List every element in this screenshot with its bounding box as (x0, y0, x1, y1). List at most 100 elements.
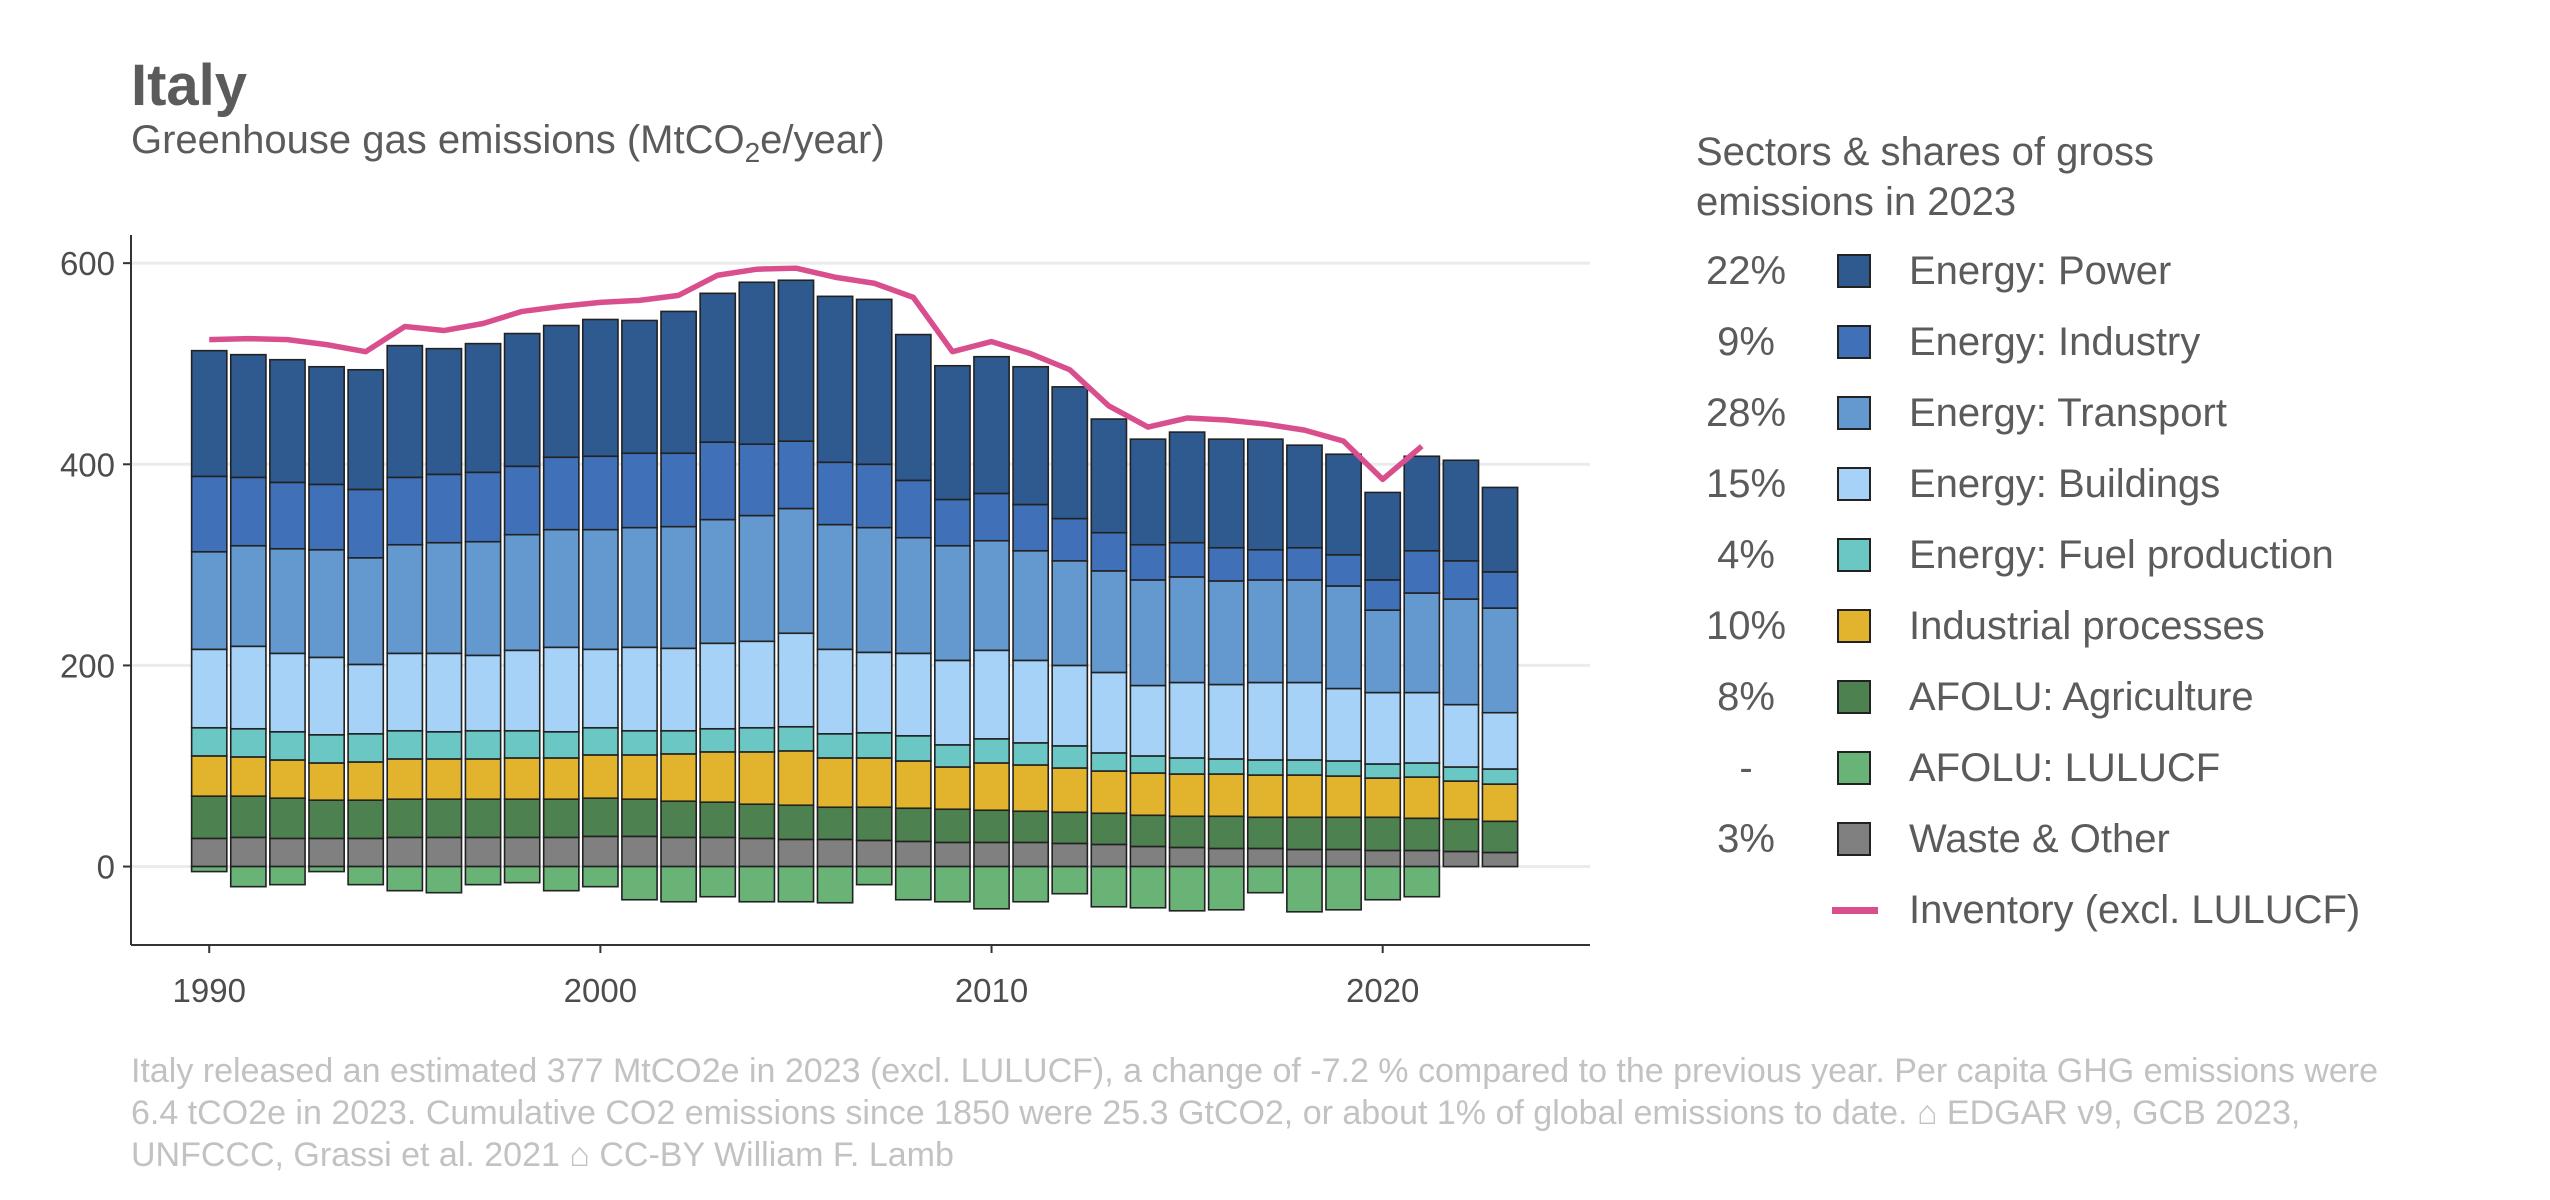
bar-segment (738, 640, 776, 729)
bar-segment (464, 836, 502, 868)
bar-segment (581, 455, 619, 531)
bar-segment (1364, 849, 1402, 868)
bar-segment (973, 809, 1010, 844)
bar-segment (699, 727, 737, 753)
bar-segment (464, 798, 502, 839)
bar-segment (386, 758, 424, 800)
legend-swatch (1837, 396, 1871, 430)
bar-segment (269, 730, 306, 761)
legend-swatch (1837, 680, 1871, 714)
bar-segment (425, 758, 463, 800)
bar-segment (934, 808, 971, 844)
bar-segment (1090, 531, 1128, 572)
bar-segment (308, 762, 345, 801)
bar-segment (1012, 365, 1050, 506)
legend-item: - AFOLU: LULUCF (1696, 743, 2496, 793)
bar-segment (934, 659, 971, 746)
bar-segment (1286, 444, 1323, 549)
bar-segment (1090, 770, 1128, 815)
bar-segment (816, 838, 854, 868)
bar-segment (1286, 546, 1323, 581)
bar-segment (1246, 774, 1284, 819)
bar-segment (973, 649, 1010, 740)
bar-segment (738, 726, 776, 753)
bar-segment (1286, 759, 1323, 776)
bar-segment (660, 452, 698, 528)
bar-segment (347, 837, 385, 868)
bar-segment (1207, 773, 1245, 818)
bar-segment (973, 539, 1010, 652)
legend-label: Energy: Power (1909, 249, 2172, 293)
bar-segment (1364, 865, 1402, 901)
bar-segment (738, 443, 776, 517)
bar-segment (1168, 576, 1206, 684)
legend-share: 10% (1705, 604, 1787, 648)
x-tick-label: 2020 (1346, 972, 1419, 1009)
bar-segment (894, 840, 932, 868)
bar-segment (1442, 459, 1480, 562)
bar-segment (1325, 687, 1362, 762)
bar-segment (1481, 768, 1519, 785)
bar-segment (1129, 438, 1167, 546)
chart-title: Italy (131, 53, 248, 118)
bar-segment (425, 798, 463, 839)
bar-segment (660, 836, 698, 868)
bar-segment (542, 865, 580, 892)
bar-segment (464, 540, 502, 657)
bar-segment (1090, 752, 1128, 772)
bar-segment (855, 865, 893, 886)
bar-segment (738, 751, 776, 806)
bar-segment (1325, 585, 1362, 690)
bar-segment (229, 645, 267, 730)
bar-segment (855, 757, 893, 809)
bar-segment (1207, 683, 1245, 760)
bar-segment (464, 729, 502, 760)
bar-segment (894, 333, 932, 482)
bar-segment (1481, 711, 1519, 770)
bar-segment (229, 544, 267, 648)
y-tick-label: 600 (60, 245, 115, 282)
bar-segment (1129, 684, 1167, 757)
bar-segment (1207, 865, 1245, 911)
bar-segment (1168, 681, 1206, 759)
bar-segment (581, 528, 619, 651)
bar-segment (1207, 580, 1245, 686)
bar-segment (1364, 491, 1402, 581)
bar-segment (1403, 849, 1441, 868)
bar-segment (542, 798, 580, 839)
bar-segment (386, 652, 424, 732)
bar-segment (621, 526, 658, 649)
legend-label: Industrial processes (1909, 604, 2265, 648)
bar-segment (308, 837, 345, 868)
bar-segment (190, 475, 228, 553)
bar-segment (934, 544, 971, 662)
caption-text: Italy released an estimated 377 MtCO2e i… (131, 1052, 2388, 1174)
bar-segment (699, 292, 737, 443)
bar-segment (1403, 455, 1441, 552)
legend-item: 15% Energy: Buildings (1696, 459, 2496, 509)
bar-segment (581, 797, 619, 838)
bar-segment (1168, 541, 1206, 578)
bar-segment (1168, 431, 1206, 544)
legend-swatch (1837, 822, 1871, 856)
legend-swatch (1837, 254, 1871, 288)
legend-label: Energy: Fuel production (1909, 533, 2334, 577)
legend-line-key (1832, 907, 1878, 914)
bar-segment (934, 841, 971, 868)
bar-segment (973, 355, 1010, 495)
bar-segment (1012, 810, 1050, 844)
bar-segment (1207, 815, 1245, 850)
bar-segment (621, 754, 658, 800)
legend-share: 3% (1717, 817, 1775, 861)
bar-segment (1403, 776, 1441, 820)
bar-segment (1012, 503, 1050, 552)
legend-item: Inventory (excl. LULUCF) (1696, 885, 2496, 935)
bar-segment (1051, 560, 1089, 667)
bar-segment (1129, 814, 1167, 848)
legend-share: 28% (1705, 391, 1787, 435)
bar-segment (1129, 579, 1167, 687)
bar-segment (229, 756, 267, 797)
bar-segment (738, 281, 776, 445)
bar-segment (894, 807, 932, 843)
bar-segment (1325, 760, 1362, 777)
